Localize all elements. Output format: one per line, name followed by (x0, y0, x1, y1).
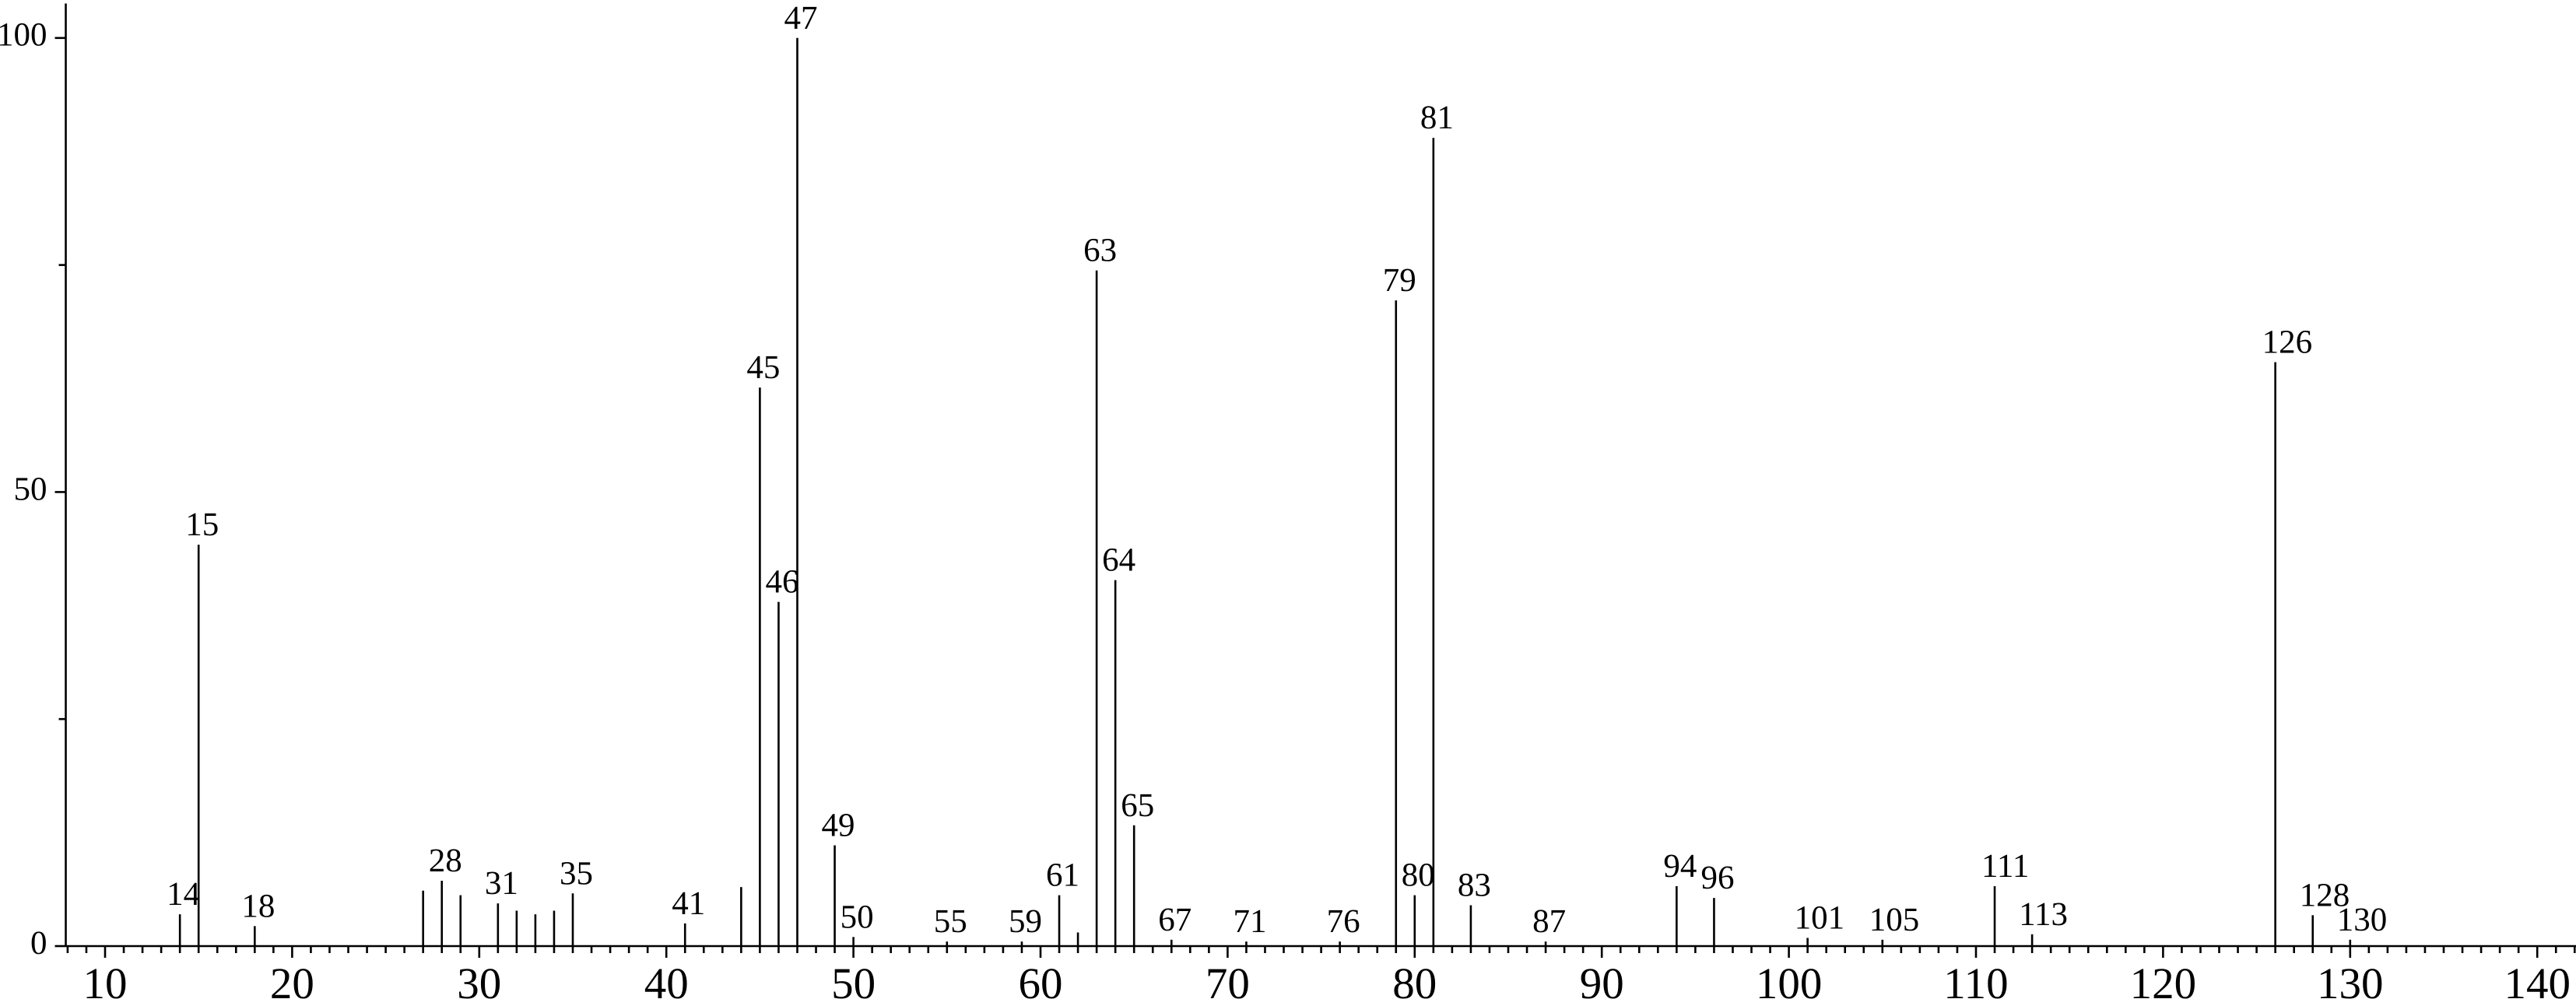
svg-text:14: 14 (167, 876, 200, 913)
svg-text:71: 71 (1233, 903, 1266, 940)
svg-text:60: 60 (1019, 959, 1063, 1002)
svg-text:31: 31 (485, 865, 518, 902)
svg-text:41: 41 (672, 885, 705, 922)
svg-text:105: 105 (1869, 902, 1920, 938)
svg-text:113: 113 (2019, 896, 2068, 933)
svg-text:126: 126 (2262, 324, 2313, 360)
svg-text:47: 47 (784, 0, 817, 37)
svg-text:55: 55 (934, 903, 967, 940)
svg-text:15: 15 (185, 507, 219, 543)
svg-text:100: 100 (1756, 959, 1823, 1002)
svg-text:50: 50 (841, 899, 874, 935)
svg-text:50: 50 (831, 959, 876, 1002)
svg-text:101: 101 (1795, 900, 1845, 937)
svg-text:111: 111 (1981, 848, 2029, 885)
svg-text:79: 79 (1383, 262, 1416, 299)
svg-text:96: 96 (1700, 860, 1734, 896)
svg-text:67: 67 (1158, 902, 1191, 938)
svg-text:130: 130 (2317, 959, 2384, 1002)
svg-text:64: 64 (1102, 542, 1135, 579)
svg-text:20: 20 (270, 959, 314, 1002)
svg-text:49: 49 (822, 807, 855, 843)
svg-text:80: 80 (1402, 857, 1435, 894)
svg-text:83: 83 (1458, 867, 1491, 903)
svg-text:120: 120 (2130, 959, 2197, 1002)
svg-text:140: 140 (2504, 959, 2571, 1002)
svg-text:46: 46 (765, 564, 798, 601)
svg-text:18: 18 (241, 888, 275, 924)
svg-text:59: 59 (1009, 903, 1042, 940)
svg-text:0: 0 (30, 925, 47, 962)
svg-text:50: 50 (14, 471, 47, 507)
svg-text:61: 61 (1046, 857, 1079, 894)
svg-text:10: 10 (83, 959, 128, 1002)
svg-text:45: 45 (746, 349, 780, 386)
svg-text:35: 35 (560, 855, 593, 892)
svg-text:70: 70 (1206, 959, 1250, 1002)
svg-text:87: 87 (1532, 903, 1566, 940)
svg-text:130: 130 (2337, 902, 2388, 938)
svg-text:65: 65 (1121, 787, 1154, 824)
svg-text:90: 90 (1580, 959, 1624, 1002)
svg-text:30: 30 (457, 959, 501, 1002)
svg-text:63: 63 (1083, 233, 1117, 269)
svg-text:110: 110 (1943, 959, 2008, 1002)
svg-text:81: 81 (1420, 100, 1454, 136)
svg-text:100: 100 (0, 17, 47, 54)
svg-text:28: 28 (429, 843, 462, 879)
svg-text:80: 80 (1392, 959, 1437, 1002)
svg-text:40: 40 (644, 959, 689, 1002)
svg-text:76: 76 (1327, 903, 1360, 940)
svg-text:94: 94 (1663, 848, 1697, 885)
